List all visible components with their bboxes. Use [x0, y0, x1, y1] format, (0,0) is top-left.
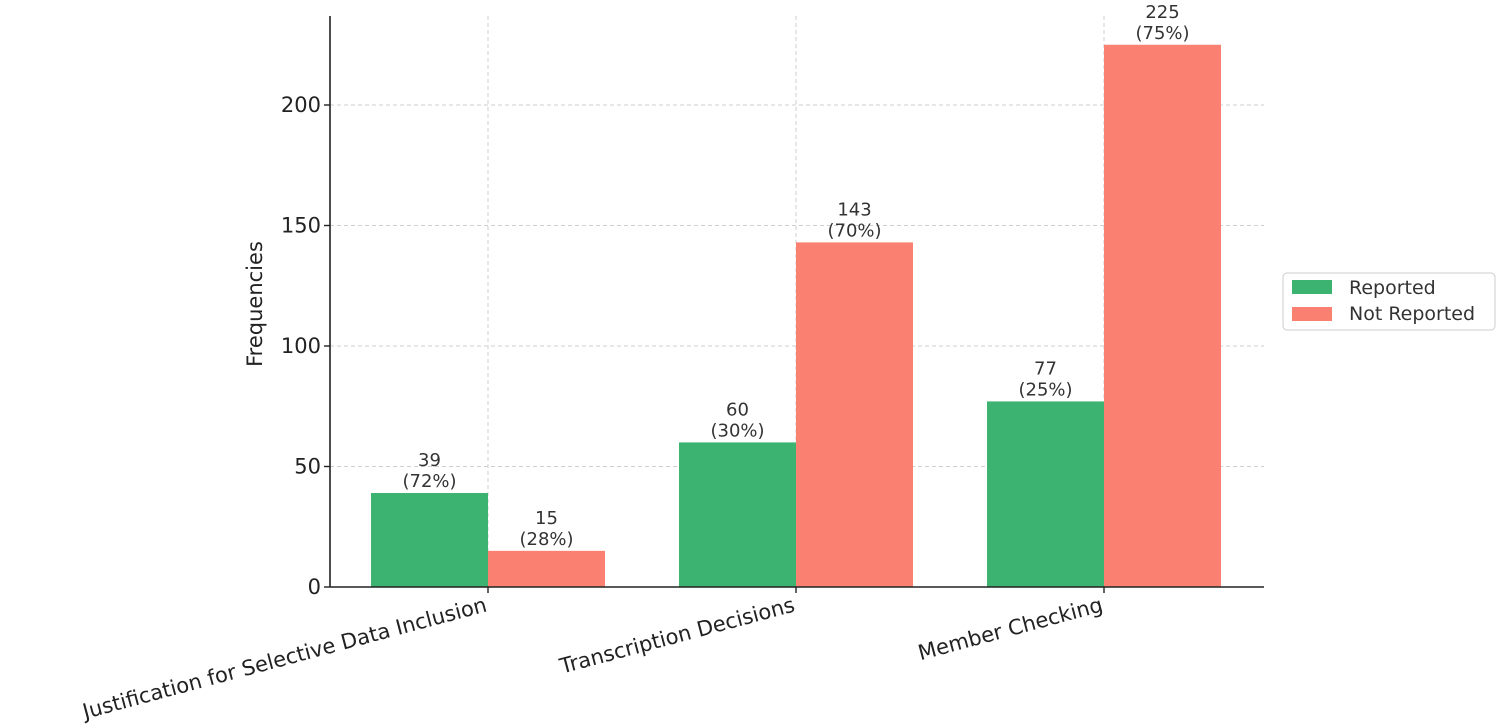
x-tick-label-member-checking: Member Checking	[915, 593, 1105, 665]
bar-reported-transcription-decisions	[679, 442, 796, 587]
x-tick-label-transcription-decisions: Transcription Decisions	[556, 593, 797, 679]
y-axis-label: Frequencies	[243, 241, 267, 367]
data-label-not-reported-member-checking: 225 (75%)	[1135, 2, 1189, 44]
legend-frame	[1282, 272, 1496, 331]
data-label-reported-justification-for-selective-data-inclusion: 39 (72%)	[402, 450, 456, 492]
y-tick-label: 200	[281, 93, 321, 117]
legend-label-not-reported: Not Reported	[1349, 303, 1475, 325]
bar-not-reported-justification-for-selective-data-inclusion	[488, 550, 605, 587]
y-tick-label: 100	[281, 334, 321, 358]
y-ticks: 0 50 100 150 200	[281, 93, 330, 599]
data-label-reported-member-checking: 77 (25%)	[1018, 358, 1072, 400]
data-labels: 39 (72%) 60 (30%) 77 (25%) 15 (28%) 143 (70%) 225(…	[402, 2, 1189, 550]
x-tick-label-justification-for-selective-data-inclusion: Justification for Selective Data Inclusi…	[78, 593, 489, 725]
data-label-reported-transcription-decisions: 60 (30%)	[710, 399, 764, 441]
legend-swatch-reported	[1292, 280, 1332, 294]
legend-label-reported: Reported	[1349, 277, 1436, 299]
bar-reported-justification-for-selective-data-inclusion	[371, 493, 488, 587]
axes	[329, 16, 1264, 588]
data-label-not-reported-transcription-decisions: 143 (70%)	[827, 199, 881, 241]
legend-swatch-not-reported	[1292, 307, 1332, 321]
bar-reported-member-checking	[987, 401, 1104, 587]
bar-not-reported-member-checking	[1104, 44, 1221, 587]
bars	[371, 44, 1221, 587]
data-label-not-reported-justification-for-selective-data-inclusion: 15 (28%)	[519, 508, 573, 550]
bar-not-reported-transcription-decisions	[796, 242, 913, 587]
x-ticks: Justification for Selective Data Inclusi…	[78, 587, 1105, 724]
y-tick-label: 150	[281, 214, 321, 238]
legend: Reported Not Reported	[1282, 272, 1496, 331]
y-tick-label: 50	[294, 455, 321, 479]
y-tick-label: 0	[308, 575, 321, 599]
